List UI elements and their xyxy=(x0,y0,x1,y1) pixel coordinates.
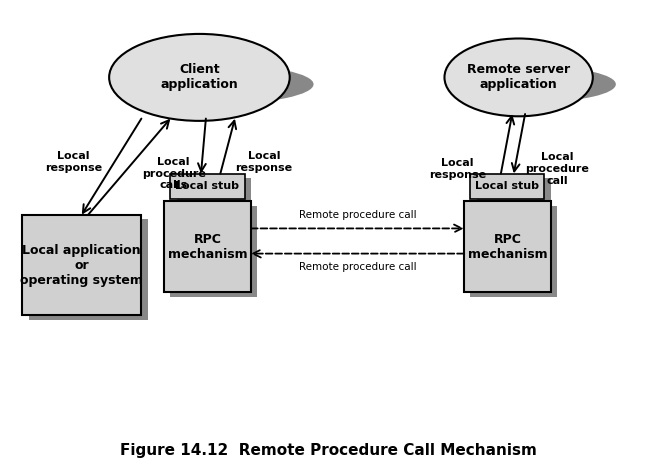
Text: RPC
mechanism: RPC mechanism xyxy=(168,233,248,261)
Bar xyxy=(177,178,251,203)
Ellipse shape xyxy=(460,67,616,102)
Bar xyxy=(170,206,257,297)
Text: Local
procedure
call: Local procedure call xyxy=(525,152,590,185)
Text: RPC
mechanism: RPC mechanism xyxy=(468,233,547,261)
Bar xyxy=(170,173,244,199)
Bar xyxy=(464,201,551,293)
Bar xyxy=(22,215,141,315)
Bar xyxy=(29,219,148,320)
Text: Local
response: Local response xyxy=(45,151,102,173)
Text: Local
response: Local response xyxy=(235,151,293,173)
Ellipse shape xyxy=(109,34,290,121)
Text: Remote procedure call: Remote procedure call xyxy=(299,210,416,219)
Text: Local application
or
operating system: Local application or operating system xyxy=(20,244,143,287)
Text: Figure 14.12  Remote Procedure Call Mechanism: Figure 14.12 Remote Procedure Call Mecha… xyxy=(120,443,537,458)
Ellipse shape xyxy=(124,65,314,104)
Text: Local stub: Local stub xyxy=(176,181,240,191)
Text: Local
procedure
calls: Local procedure calls xyxy=(141,157,206,190)
Text: Remote server
application: Remote server application xyxy=(467,63,571,91)
Text: Local
response: Local response xyxy=(429,158,486,180)
Bar xyxy=(470,206,557,297)
Text: Client
application: Client application xyxy=(160,63,238,91)
Bar xyxy=(470,173,544,199)
Ellipse shape xyxy=(445,39,593,116)
Bar xyxy=(477,178,551,203)
Text: Remote procedure call: Remote procedure call xyxy=(299,262,416,272)
Bar xyxy=(164,201,251,293)
Text: Local stub: Local stub xyxy=(476,181,539,191)
